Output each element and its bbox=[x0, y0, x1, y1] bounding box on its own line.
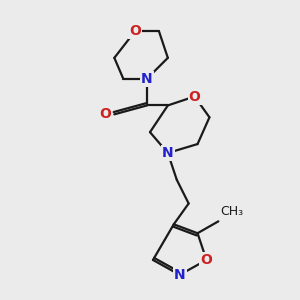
Text: O: O bbox=[200, 253, 212, 267]
Text: N: N bbox=[174, 268, 185, 282]
Text: CH₃: CH₃ bbox=[221, 206, 244, 218]
Text: O: O bbox=[189, 89, 200, 103]
Text: N: N bbox=[162, 146, 174, 160]
Text: O: O bbox=[99, 107, 111, 121]
Text: N: N bbox=[141, 72, 153, 86]
Text: O: O bbox=[129, 24, 141, 38]
